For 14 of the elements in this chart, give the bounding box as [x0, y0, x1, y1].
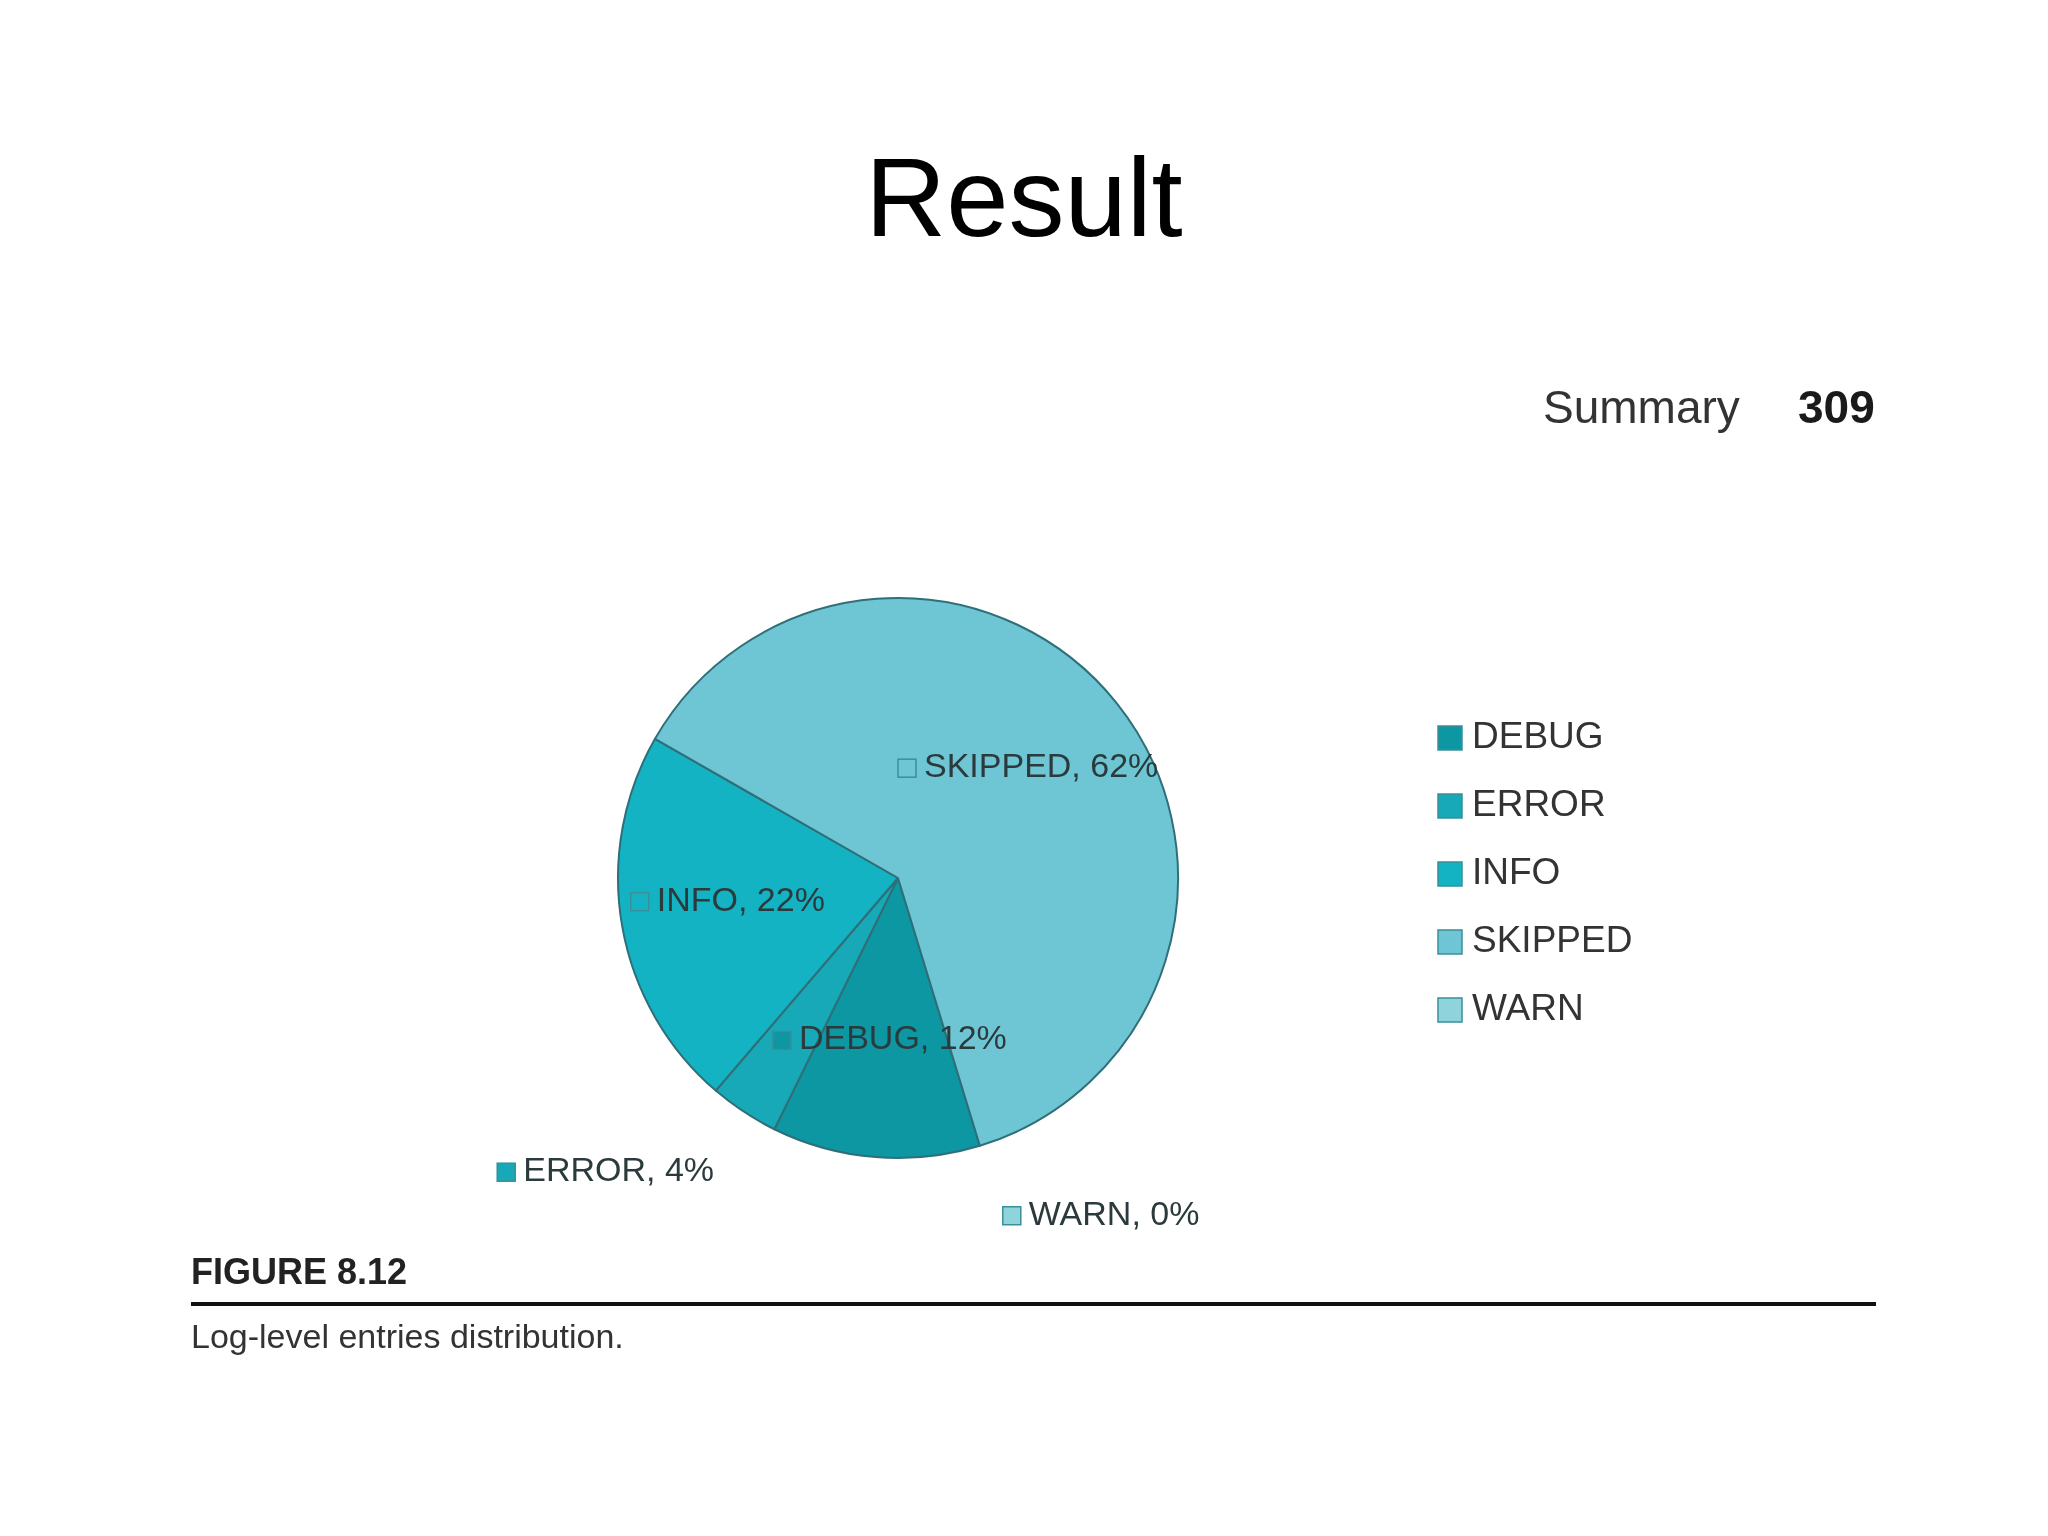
text: WARN, 0% [1028, 1193, 1200, 1232]
legend-label: INFO [1472, 851, 1561, 892]
legend-label: SKIPPED [1472, 919, 1633, 960]
data-label: ERROR, 4% [523, 1150, 715, 1189]
legend-label: ERROR [1472, 783, 1606, 824]
text: Log-level entries distribution. [191, 1317, 624, 1355]
chart-title: Result [865, 135, 1183, 260]
text: 309 [1798, 381, 1875, 433]
caption: FIGURE 8.12 [191, 1251, 408, 1292]
legend-label: DEBUG [1472, 715, 1604, 756]
data-label: INFO, 22% [656, 879, 825, 918]
legend-label: WARN [1472, 987, 1584, 1028]
text: Summary [1543, 381, 1740, 433]
data-label: SKIPPED, 62% [923, 746, 1159, 785]
